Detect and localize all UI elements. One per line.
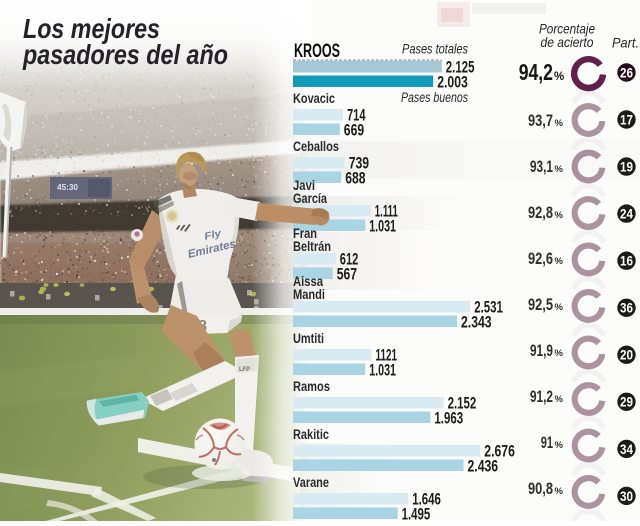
svg-text:92,6: 92,6: [528, 250, 553, 268]
svg-text:2.436: 2.436: [468, 457, 499, 476]
svg-text:16: 16: [620, 253, 633, 269]
svg-text:Kovacic: Kovacic: [293, 91, 335, 106]
svg-text:93,7: 93,7: [528, 112, 553, 130]
svg-text:688: 688: [345, 169, 365, 188]
svg-text:34: 34: [620, 441, 633, 457]
svg-text:Ramos: Ramos: [293, 379, 330, 394]
svg-text:%: %: [555, 394, 564, 405]
svg-text:García: García: [293, 191, 327, 206]
svg-text:92,8: 92,8: [528, 204, 553, 222]
svg-text:%: %: [555, 210, 564, 221]
svg-text:%: %: [554, 71, 564, 83]
svg-text:de acierto: de acierto: [541, 34, 594, 50]
svg-text:Varane: Varane: [293, 475, 329, 490]
svg-text:669: 669: [344, 121, 364, 140]
svg-text:93,1: 93,1: [530, 158, 553, 176]
svg-text:1.495: 1.495: [402, 505, 431, 522]
svg-text:90,8: 90,8: [528, 480, 553, 498]
svg-text:Beltrán: Beltrán: [293, 239, 331, 254]
svg-text:Pases totales: Pases totales: [402, 42, 468, 57]
svg-text:Rakitic: Rakitic: [293, 427, 329, 442]
svg-text:1.031: 1.031: [369, 217, 396, 236]
svg-text:30: 30: [620, 488, 633, 504]
svg-text:Ceballos: Ceballos: [293, 139, 339, 154]
svg-text:%: %: [555, 302, 564, 313]
svg-text:19: 19: [620, 159, 633, 175]
svg-text:20: 20: [620, 347, 633, 363]
svg-text:1.963: 1.963: [434, 409, 463, 428]
svg-text:91: 91: [541, 434, 553, 452]
svg-text:Pases buenos: Pases buenos: [401, 90, 468, 105]
svg-text:94,2: 94,2: [519, 59, 553, 85]
svg-text:91,2: 91,2: [530, 388, 553, 406]
svg-text:%: %: [555, 440, 564, 451]
svg-text:26: 26: [620, 64, 633, 80]
svg-text:17: 17: [620, 112, 633, 128]
svg-text:%: %: [555, 486, 564, 497]
svg-text:Mandi: Mandi: [293, 287, 325, 302]
svg-text:24: 24: [620, 206, 633, 222]
svg-text:2.003: 2.003: [437, 73, 468, 92]
svg-text:Part.: Part.: [612, 35, 639, 51]
svg-text:91,9: 91,9: [530, 342, 553, 360]
svg-text:Umtiti: Umtiti: [293, 331, 324, 346]
svg-text:%: %: [555, 164, 564, 175]
svg-text:29: 29: [620, 394, 633, 410]
svg-text:%: %: [555, 256, 564, 267]
svg-text:567: 567: [337, 265, 357, 284]
svg-text:1.031: 1.031: [369, 361, 396, 380]
svg-text:KROOS: KROOS: [294, 40, 340, 62]
svg-text:pasadores del año: pasadores del año: [22, 39, 228, 70]
svg-text:36: 36: [620, 300, 633, 316]
svg-text:%: %: [555, 118, 564, 129]
svg-text:2.343: 2.343: [461, 313, 492, 332]
svg-text:%: %: [555, 348, 564, 359]
svg-text:92,5: 92,5: [528, 296, 553, 314]
